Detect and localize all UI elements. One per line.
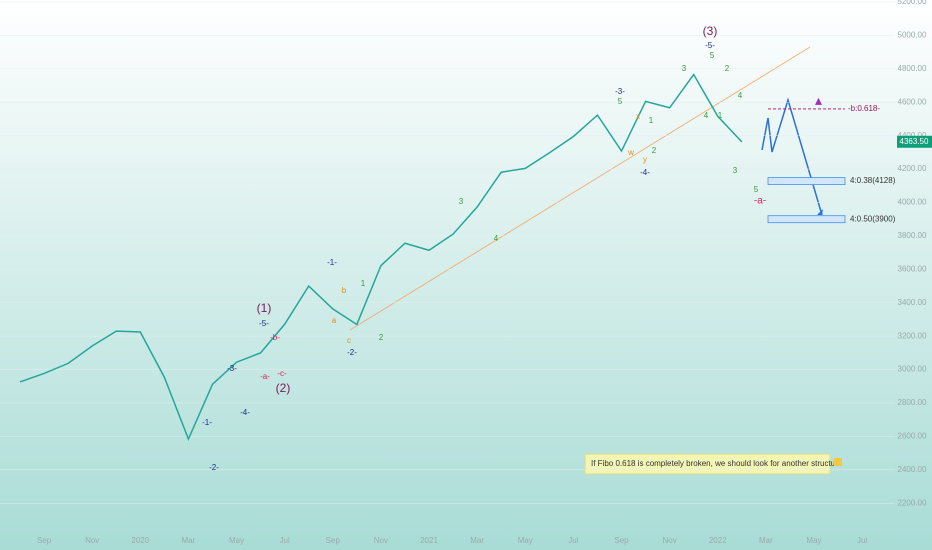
trend-line xyxy=(349,46,811,331)
wave-label: -3- xyxy=(227,364,237,373)
x-tick-label: Mar xyxy=(182,536,196,545)
x-tick-label: Nov xyxy=(85,536,99,545)
y-tick-label: 5000.00 xyxy=(898,31,927,40)
x-tick-label: Mar xyxy=(470,536,484,545)
y-tick-label: 2800.00 xyxy=(898,398,927,407)
wave-label: c xyxy=(347,336,351,345)
x-tick-label: Nov xyxy=(663,536,677,545)
wave-label: -4- xyxy=(240,408,250,417)
y-tick-label: 4400.00 xyxy=(898,131,927,140)
wave-label: 2 xyxy=(652,146,657,155)
wave-label: a xyxy=(332,316,337,325)
y-tick-label: 4800.00 xyxy=(898,64,927,73)
wave-label: 1 xyxy=(649,116,654,125)
wave-label: 4 xyxy=(494,234,499,243)
wave-label: x xyxy=(636,112,640,121)
x-tick-label: Jul xyxy=(857,536,867,545)
x-tick-label: Sep xyxy=(37,536,52,545)
note-box xyxy=(584,453,831,475)
wave-label: -1- xyxy=(202,418,212,427)
wave-label: 1 xyxy=(718,111,723,120)
wave-label: -2- xyxy=(347,348,357,357)
x-tick-label: Nov xyxy=(374,536,388,545)
y-tick-label: 3200.00 xyxy=(898,331,927,340)
x-tick-label: 2020 xyxy=(131,536,149,545)
wave-label: 5 xyxy=(754,185,759,194)
wave-label: 2 xyxy=(725,64,730,73)
wave-label: 4 xyxy=(738,91,743,100)
fib-label: -b:0.618- xyxy=(848,104,880,113)
wave-label: 2 xyxy=(379,333,384,342)
wave-label: -4- xyxy=(640,168,650,177)
wave-label: y xyxy=(643,155,647,164)
wave-label: -2- xyxy=(209,463,219,472)
fib-zone xyxy=(767,177,846,186)
note: If Fibo 0.618 is completely broken, we s… xyxy=(591,459,843,468)
fib-label: 4:0.50(3900) xyxy=(850,214,896,223)
x-tick-label: 2021 xyxy=(420,536,438,545)
note-icon xyxy=(834,458,842,466)
wave-label: (1) xyxy=(257,301,272,315)
x-tick-label: 2022 xyxy=(709,536,727,545)
y-tick-label: 5200.00 xyxy=(898,0,927,6)
x-tick-label: Jul xyxy=(568,536,578,545)
y-tick-label: 2200.00 xyxy=(898,498,927,507)
wave-label: b xyxy=(342,286,347,295)
x-tick-label: May xyxy=(518,536,533,545)
wave-label: -a- xyxy=(260,372,270,381)
price-tag xyxy=(897,135,932,148)
price-line xyxy=(19,73,743,442)
wave-label: 5 xyxy=(710,51,715,60)
wave-label: -c- xyxy=(277,369,287,378)
y-tick-label: 4200.00 xyxy=(898,164,927,173)
wave-label: 5 xyxy=(618,97,623,106)
y-tick-label: 4600.00 xyxy=(898,97,927,106)
x-tick-label: Sep xyxy=(614,536,629,545)
wave-label: 3 xyxy=(682,64,687,73)
projection xyxy=(761,97,823,216)
wave-label: -3- xyxy=(615,87,625,96)
wave-label: -5- xyxy=(705,41,715,50)
wave-label: -1- xyxy=(327,258,337,267)
fib-zone xyxy=(767,215,846,224)
wave-label: (2) xyxy=(276,381,291,395)
wave-label: w xyxy=(627,148,634,157)
wave-label: 1 xyxy=(361,279,366,288)
y-tick-label: 2400.00 xyxy=(898,465,927,474)
price-tag-label: 4363.50 xyxy=(900,137,929,146)
alert-icon xyxy=(815,97,822,105)
fib-label: 4:0.38(4128) xyxy=(850,176,896,185)
y-tick-label: 4000.00 xyxy=(898,198,927,207)
wave-label: (3) xyxy=(703,24,718,38)
x-tick-label: Sep xyxy=(326,536,341,545)
x-tick-label: May xyxy=(806,536,821,545)
wave-label: -a- xyxy=(754,196,766,207)
wave-label: 3 xyxy=(733,166,738,175)
wave-label: 4 xyxy=(704,111,709,120)
x-tick-label: Mar xyxy=(759,536,773,545)
y-tick-label: 3600.00 xyxy=(898,264,927,273)
y-tick-label: 3800.00 xyxy=(898,231,927,240)
y-tick-label: 3000.00 xyxy=(898,365,927,374)
x-tick-label: May xyxy=(229,536,244,545)
x-tick-label: Jul xyxy=(280,536,290,545)
wave-label: -b- xyxy=(270,333,280,342)
y-tick-label: 2600.00 xyxy=(898,432,927,441)
wave-label: -5- xyxy=(259,319,269,328)
wave-label: 3 xyxy=(459,197,464,206)
y-tick-label: 3400.00 xyxy=(898,298,927,307)
projection-arrow xyxy=(817,209,823,215)
